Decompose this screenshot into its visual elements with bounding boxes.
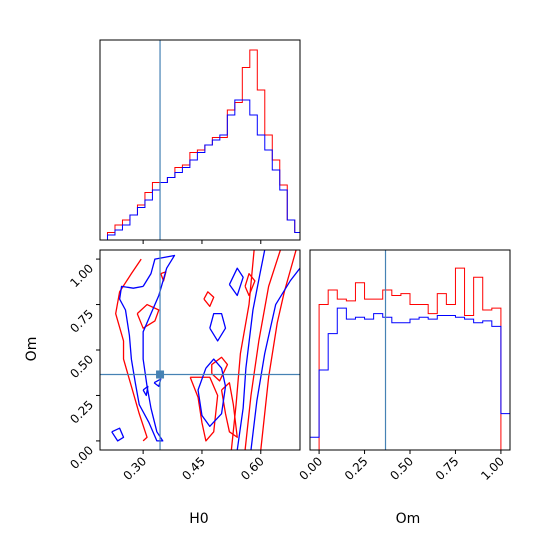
blue-contour-18 bbox=[142, 385, 149, 397]
om-x-tick-label: 0.25 bbox=[342, 454, 371, 483]
om-tick-label: 0.25 bbox=[67, 398, 96, 427]
red-h0-histogram bbox=[100, 49, 301, 241]
om-tick-label: 0.50 bbox=[67, 352, 96, 381]
red-contour-4 bbox=[189, 376, 219, 442]
blue-contour-17 bbox=[228, 267, 244, 297]
om-tick-label: 1.00 bbox=[67, 261, 96, 290]
red-contour-9 bbox=[244, 272, 256, 297]
red-contour-6 bbox=[136, 303, 160, 329]
h0-om-contour-plot: 0.30 0.45 0.60 0.00 0.25 0.50 0.75 1.00 bbox=[67, 249, 301, 483]
blue-h0-histogram bbox=[100, 99, 301, 241]
blue-contour-16 bbox=[209, 312, 227, 342]
red-contour-5 bbox=[220, 382, 238, 438]
om-x-tick-label: 1.00 bbox=[478, 454, 507, 483]
om-x-tick-label: 0.75 bbox=[433, 454, 462, 483]
blue-contour-12 bbox=[250, 267, 300, 450]
red-contour-8 bbox=[203, 291, 215, 308]
om-axis-title: Om bbox=[24, 337, 40, 362]
blue-contour-13 bbox=[118, 254, 176, 442]
blue-contour-11 bbox=[236, 250, 266, 450]
red-contour-7 bbox=[211, 356, 229, 382]
om-tick-label: 0.00 bbox=[67, 443, 96, 472]
blue-contour-15 bbox=[111, 427, 125, 442]
blue-contour-14 bbox=[197, 358, 227, 428]
h0-marginal-histogram bbox=[99, 39, 301, 244]
red-contour-2 bbox=[260, 250, 297, 450]
om-tick-label: 0.75 bbox=[67, 307, 96, 336]
h0-histogram-frame bbox=[99, 39, 301, 241]
h0-tick-label: 0.60 bbox=[238, 454, 267, 483]
red-contour-3 bbox=[115, 258, 148, 442]
om-x-tick-label: 0.50 bbox=[387, 454, 416, 483]
om-histogram-frame bbox=[309, 249, 511, 451]
truth-marker bbox=[156, 370, 165, 379]
red-contour-1 bbox=[244, 250, 282, 450]
h0-tick-label: 0.30 bbox=[120, 454, 149, 483]
contour-group bbox=[111, 250, 300, 450]
red-om-histogram bbox=[318, 267, 502, 450]
om-marginal-histogram: 0.00 0.25 0.50 0.75 1.00 bbox=[296, 249, 511, 483]
om-marginal-axis-title: Om bbox=[396, 511, 421, 527]
h0-axis-title: H0 bbox=[189, 511, 208, 527]
h0-tick-label: 0.45 bbox=[179, 454, 208, 483]
blue-om-histogram bbox=[309, 307, 511, 450]
om-x-tick-label: 0.00 bbox=[296, 454, 325, 483]
